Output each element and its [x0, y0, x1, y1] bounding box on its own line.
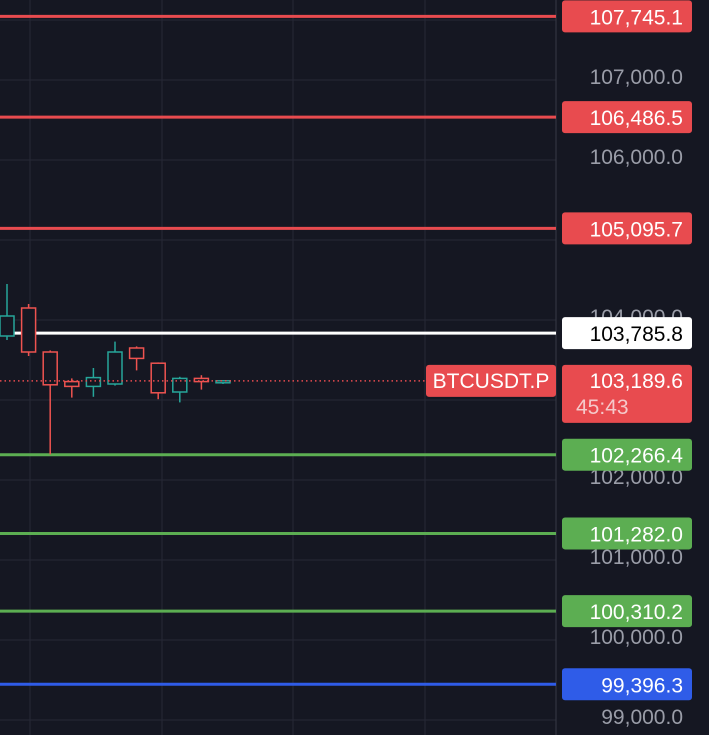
- level-badge: 105,095.7: [562, 212, 692, 245]
- candle-body: [107, 351, 123, 385]
- candle[interactable]: [0, 284, 15, 340]
- candle-body: [64, 380, 80, 388]
- level-badge-label: 103,785.8: [590, 323, 683, 346]
- level-badge-label: 100,310.2: [590, 601, 683, 624]
- symbol-badge: [426, 364, 556, 397]
- level-badge-box: [562, 438, 692, 471]
- level-badge-label: 107,745.1: [590, 6, 683, 29]
- price-tick-label: 99,000.0: [601, 706, 683, 729]
- candle-countdown: 45:43: [576, 396, 629, 419]
- level-badge-box: [562, 668, 692, 701]
- candlestick-series[interactable]: [0, 284, 231, 455]
- chart-grid: [0, 0, 556, 735]
- level-badge-box: [562, 595, 692, 628]
- price-tick-label: 107,000.0: [590, 66, 683, 89]
- level-badge: 103,785.8: [562, 317, 692, 350]
- candle-body: [20, 307, 37, 353]
- candle-body: [0, 315, 15, 337]
- level-badge-label: 99,396.3: [601, 674, 683, 697]
- candle[interactable]: [193, 375, 210, 390]
- level-badge: 101,282.0: [562, 517, 692, 550]
- candle-body: [172, 377, 188, 393]
- horizontal-levels[interactable]: [0, 14, 556, 686]
- candle-body: [42, 351, 58, 386]
- price-tick-label: 100,000.0: [590, 626, 683, 649]
- level-badge: 102,266.4: [562, 438, 692, 471]
- price-tick-label: 101,000.0: [590, 546, 683, 569]
- level-badge-box: [562, 101, 692, 134]
- level-badge-box: [562, 517, 692, 550]
- level-badge-box: [562, 0, 692, 33]
- level-badge: 107,745.1: [562, 0, 692, 33]
- price-tick-label: 106,000.0: [590, 146, 683, 169]
- level-badge-box: [562, 212, 692, 245]
- candle[interactable]: [85, 368, 102, 397]
- level-badge-label: 105,095.7: [590, 218, 683, 241]
- candle[interactable]: [64, 378, 80, 398]
- candle[interactable]: [128, 346, 145, 371]
- candle[interactable]: [20, 304, 37, 356]
- candle[interactable]: [107, 341, 123, 386]
- level-badge-label: 106,486.5: [590, 107, 683, 130]
- current-price-marker: BTCUSDT.P 103,189.6 45:43: [0, 364, 692, 423]
- candle-body: [128, 347, 145, 360]
- level-badge: 106,486.5: [562, 101, 692, 134]
- candle-body: [215, 380, 231, 384]
- level-badge: 99,396.3: [562, 668, 692, 701]
- level-price-badges: 107,745.1 106,486.5 105,095.7 103,785.8 102,…: [562, 0, 692, 701]
- candle-body: [85, 376, 102, 388]
- candle-body: [150, 362, 166, 394]
- level-badge-box: [562, 317, 692, 350]
- candle-body: [193, 377, 210, 383]
- price-tick-label: 102,000.0: [590, 466, 683, 489]
- symbol-badge-label: BTCUSDT.P: [433, 370, 550, 393]
- current-price-badge: [562, 364, 692, 423]
- level-badge: 100,310.2: [562, 595, 692, 628]
- candle[interactable]: [172, 376, 188, 403]
- level-badge-label: 102,266.4: [590, 445, 684, 468]
- current-price-label: 103,189.6: [590, 370, 683, 393]
- candle[interactable]: [42, 350, 58, 455]
- level-badge-label: 101,282.0: [590, 523, 683, 546]
- candle[interactable]: [215, 380, 231, 384]
